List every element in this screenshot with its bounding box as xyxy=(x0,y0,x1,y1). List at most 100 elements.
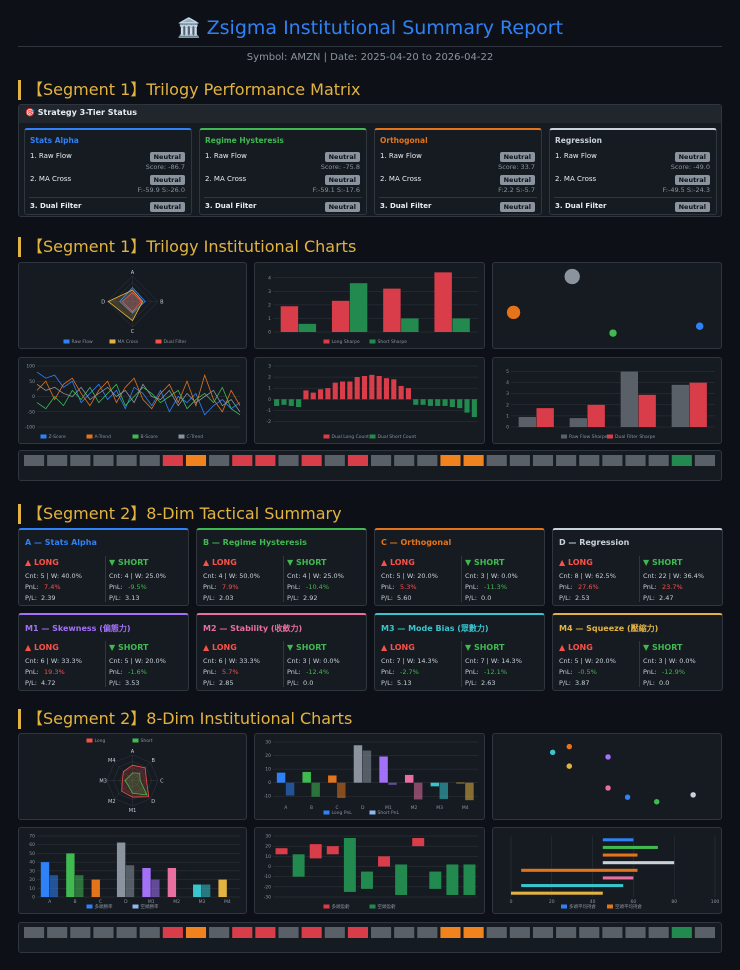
pf-label: P/L: xyxy=(203,594,215,602)
signal-cell xyxy=(463,927,484,938)
divider xyxy=(639,641,640,687)
bar xyxy=(464,399,470,413)
pnl-value: -2.7% xyxy=(400,668,419,676)
y-tick-label: 1 xyxy=(268,316,271,322)
y-tick-label: -10 xyxy=(264,874,271,880)
chart-panel: Long PnL Short PnL -10 0 10 20 30 A B C D M1 M2 M3 M4 xyxy=(254,733,485,820)
chart-panel xyxy=(492,262,722,349)
signal-cell xyxy=(278,927,299,938)
short-label: ▼ SHORT xyxy=(287,558,327,567)
signal-cell xyxy=(24,927,45,938)
range-bar xyxy=(292,854,305,877)
legend-swatch xyxy=(109,339,116,344)
report-title: 🏛️ Zsigma Institutional Summary Report xyxy=(176,17,564,39)
y-tick-label: 2 xyxy=(506,402,509,408)
long-label: ▲ LONG xyxy=(25,643,59,652)
chart-panel: 多頭平均持倉 空頭平均持倉 0 20 40 60 80 100 xyxy=(492,827,722,914)
tactical-card: C — Orthogonal ▲ LONG Cnt: 5 | W: 20.0% PnL… xyxy=(374,528,545,606)
pf-value: 3.87 xyxy=(575,679,590,687)
bar xyxy=(398,385,404,400)
signal-cell xyxy=(440,455,461,466)
card-name: M4 — Squeeze (壓縮力) xyxy=(559,624,659,633)
signal-cell xyxy=(24,455,45,466)
chart: 多頭盈虧 空頭盈虧 -30 -20 -10 0 10 20 30 xyxy=(264,834,478,910)
y-tick-label: 0 xyxy=(268,397,271,403)
legend-label: Long PnL xyxy=(332,810,353,816)
range-bar xyxy=(309,844,322,859)
bar xyxy=(302,771,311,783)
pf-label: P/L: xyxy=(25,594,37,602)
bar xyxy=(296,399,302,408)
signal-cell xyxy=(648,455,669,466)
radar-spoke xyxy=(132,780,151,799)
radar-area xyxy=(121,292,142,313)
bar xyxy=(449,399,455,408)
y-tick-label: 20 xyxy=(29,877,35,883)
signal-cell xyxy=(417,455,438,466)
signal-cell xyxy=(347,455,368,466)
signal-cell xyxy=(463,455,484,466)
pf-label: P/L: xyxy=(465,594,477,602)
x-tick-label: A xyxy=(284,805,288,811)
legend-label: Z-Score xyxy=(49,434,66,440)
signal-cell xyxy=(602,927,623,938)
long-label: ▲ LONG xyxy=(381,643,415,652)
pf-value: 2.85 xyxy=(219,679,234,687)
badge: Neutral xyxy=(149,202,185,212)
signal-cell xyxy=(394,455,415,466)
pnl-label: PnL: xyxy=(25,668,39,676)
legend-label: Long Sharpe xyxy=(332,339,360,345)
signal-cell xyxy=(486,927,507,938)
y-tick-label: 20 xyxy=(265,753,271,759)
x-tick-label: M4 xyxy=(224,899,231,905)
row-label: 2. MA Cross xyxy=(555,175,597,183)
status-card: Orthogonal 1. Raw Flow Neutral 2. MA Cross N… xyxy=(374,128,542,215)
row-label: 3. Dual Filter xyxy=(555,202,607,210)
bar xyxy=(276,772,286,783)
legend-label: B-Score xyxy=(141,434,159,440)
range-bar xyxy=(343,838,356,892)
status-title: 🎯 Strategy 3-Tier Status xyxy=(25,108,137,117)
pf-label: P/L: xyxy=(381,594,393,602)
pnl-label: PnL: xyxy=(109,668,123,676)
signal-cell xyxy=(671,455,692,466)
axis-label: M1 xyxy=(129,808,137,814)
count: Cnt: 5 | W: 40.0% xyxy=(25,572,82,580)
pnl-value: 7.9% xyxy=(222,583,239,591)
legend-label: C-Trend xyxy=(187,434,204,440)
y-tick-label: 5 xyxy=(506,369,509,375)
x-tick-label: B xyxy=(74,899,77,905)
short-label: ▼ SHORT xyxy=(287,643,327,652)
pf-label: P/L: xyxy=(643,679,655,687)
bar xyxy=(518,417,536,427)
bar xyxy=(379,756,388,783)
fs-values: F:2.2 S:-5.7 xyxy=(498,186,535,194)
chart: Z-Score A-Trend B-Score C-Trend -100 -50 0 50 10… xyxy=(25,364,241,440)
pnl-value: 7.4% xyxy=(44,583,61,591)
pnl-label: PnL: xyxy=(203,668,217,676)
x-tick-label: C xyxy=(99,899,102,905)
line xyxy=(36,373,241,413)
pnl-value: 27.6% xyxy=(578,583,599,591)
signal-cell xyxy=(47,927,68,938)
tactical-card: M4 — Squeeze (壓縮力) ▲ LONG Cnt: 5 | W: 20.0… xyxy=(552,613,723,691)
card-name: M1 — Skewness (偏態力) xyxy=(25,624,131,633)
chart-panel xyxy=(492,733,722,820)
signal-cell xyxy=(255,455,276,466)
bar xyxy=(388,782,397,785)
y-tick-label: -30 xyxy=(264,895,271,901)
range-bar xyxy=(602,861,675,865)
y-tick-label: -10 xyxy=(264,794,271,800)
bar xyxy=(331,300,350,332)
bar xyxy=(439,782,449,800)
tactical-card: A — Stats Alpha ▲ LONG Cnt: 5 | W: 40.0% Pn… xyxy=(18,528,189,606)
pnl-value: -11.3% xyxy=(484,583,507,591)
legend-label: Short Sharpe xyxy=(378,339,408,345)
divider xyxy=(105,556,106,602)
bar xyxy=(401,318,419,332)
signal-cell xyxy=(93,927,114,938)
divider xyxy=(639,556,640,602)
radar-area xyxy=(121,764,150,798)
pnl-label: PnL: xyxy=(465,668,479,676)
range-bar xyxy=(412,838,425,847)
